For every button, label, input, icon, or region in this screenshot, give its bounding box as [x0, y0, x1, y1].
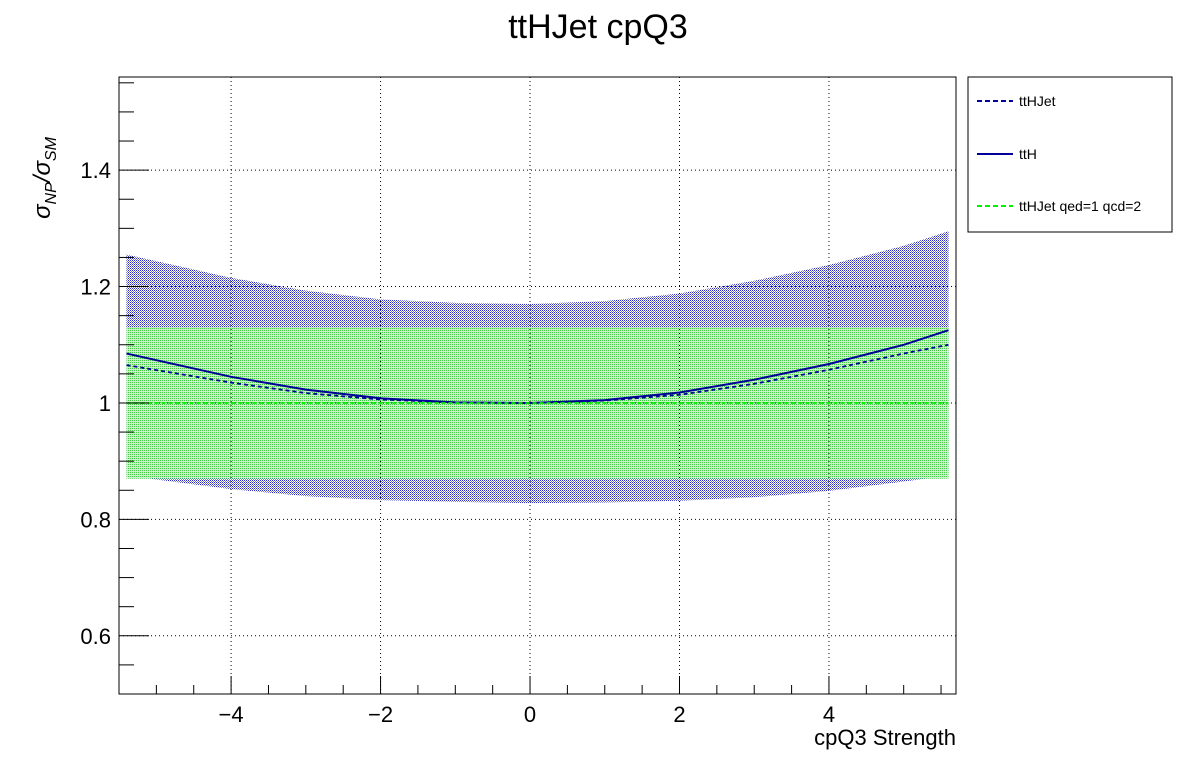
x-tick-labels: −4 −2 0 2 4: [219, 702, 836, 727]
y-axis-label-sub-sm: SM: [43, 136, 60, 161]
legend-label-tthjet: ttHJet: [1019, 93, 1056, 109]
x-tick-label: 4: [823, 702, 835, 727]
legend: ttHJet ttH ttHJet qed=1 qcd=2: [967, 76, 1173, 233]
x-tick-label: 0: [524, 702, 536, 727]
y-axis-label-sub-np: NP: [43, 182, 60, 205]
x-axis-label: cpQ3 Strength: [814, 725, 956, 750]
plot-frame: [118, 76, 957, 695]
x-tick-label: 2: [673, 702, 685, 727]
legend-label-tthjet-qed-1-qcd-2: ttHJet qed=1 qcd=2: [1019, 198, 1141, 214]
y-tick-label: 1.4: [80, 158, 111, 183]
grid-lines: [119, 77, 956, 694]
y-tick-label: 1.2: [80, 275, 111, 300]
y-tick-label: 1: [99, 391, 111, 416]
y-axis-label-sigma: σ: [29, 203, 56, 219]
legend-label-tth: ttH: [1019, 146, 1037, 162]
x-tick-label: −4: [219, 702, 244, 727]
series-lines: [126, 329, 949, 405]
y-axis-label-slash: /σ: [29, 160, 56, 185]
y-tick-label: 0.6: [80, 624, 111, 649]
uncertainty-bands: [126, 231, 949, 504]
y-tick-labels: 0.6 0.8 1 1.2 1.4: [80, 158, 111, 649]
y-tick-label: 0.8: [80, 507, 111, 532]
series-line-tth: [126, 329, 949, 405]
chart-title: ttHJet cpQ3: [508, 8, 688, 46]
axis-ticks: [118, 82, 942, 695]
y-axis-label: σNP/σSM: [29, 136, 60, 219]
x-tick-label: −2: [368, 702, 393, 727]
